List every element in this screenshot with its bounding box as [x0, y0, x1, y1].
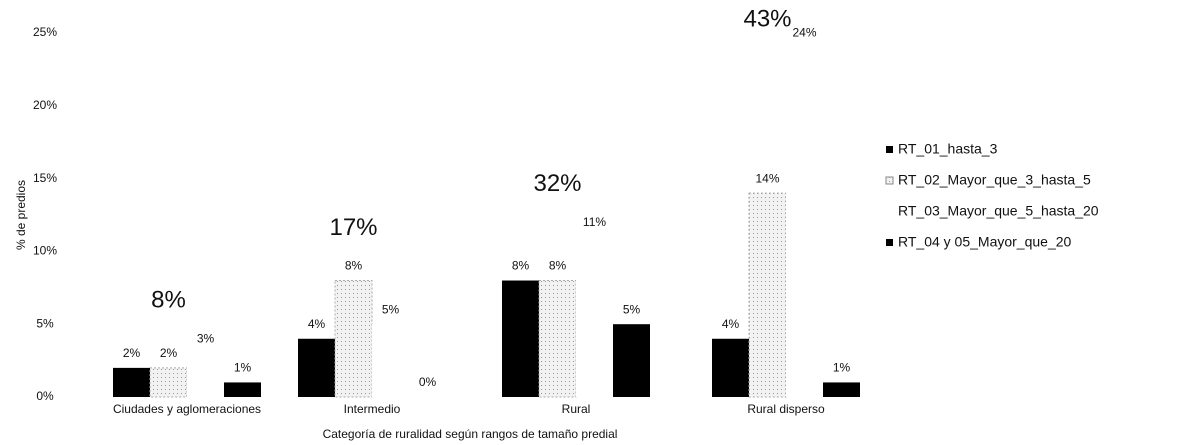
y-tick-label: 25% [33, 25, 57, 39]
bar [298, 338, 335, 397]
data-label: 24% [792, 26, 816, 40]
bar [786, 47, 823, 398]
total-label: 43% [743, 5, 791, 32]
data-label: 8% [345, 259, 363, 273]
total-label: 32% [533, 170, 581, 197]
data-label: 11% [583, 215, 606, 229]
data-label: 5% [623, 302, 641, 316]
y-tick-label: 20% [33, 98, 57, 112]
legend-swatch [886, 146, 893, 153]
legend-swatch [886, 239, 893, 246]
bar [334, 280, 373, 398]
data-label: 8% [549, 259, 567, 273]
bar [748, 192, 787, 398]
data-label: 0% [419, 375, 437, 389]
y-axis-title: % de predios [14, 180, 28, 250]
bar [187, 353, 224, 397]
legend-label: RT_01_hasta_3 [898, 141, 998, 157]
x-tick-label: Rural [562, 402, 591, 416]
x-tick-label: Ciudades y aglomeraciones [113, 402, 261, 416]
x-tick-label: Rural disperso [747, 402, 825, 416]
legend-swatch [885, 176, 894, 185]
bar [224, 382, 261, 397]
bar [372, 324, 409, 397]
data-label: 5% [382, 302, 400, 316]
data-label: 2% [123, 346, 141, 360]
data-label: 14% [755, 171, 779, 185]
bar [149, 367, 188, 398]
x-axis-title: Categoría de ruralidad según rangos de t… [323, 427, 618, 441]
bar [613, 324, 650, 397]
total-label: 17% [329, 214, 377, 241]
y-tick-label: 5% [36, 316, 54, 330]
data-label: 2% [160, 346, 178, 360]
legend-label: RT_04 y 05_Mayor_que_20 [898, 234, 1072, 250]
y-tick-label: 0% [36, 389, 54, 403]
total-label: 8% [151, 287, 186, 314]
data-label: 4% [722, 317, 740, 331]
bar [113, 367, 150, 397]
y-tick-label: 10% [33, 244, 57, 258]
x-tick-label: Intermedio [344, 402, 401, 416]
data-label: 1% [234, 361, 252, 375]
bar [712, 338, 749, 397]
bar [502, 280, 539, 397]
data-label: 8% [512, 259, 530, 273]
legend-label: RT_02_Mayor_que_3_hasta_5 [898, 172, 1091, 188]
bar [823, 382, 860, 397]
bar [576, 236, 613, 397]
bar [538, 280, 577, 398]
data-label: 3% [197, 331, 215, 345]
y-tick-label: 15% [33, 171, 57, 185]
data-label: 4% [308, 317, 326, 331]
data-label: 1% [833, 361, 851, 375]
legend-label: RT_03_Mayor_que_5_hasta_20 [898, 203, 1099, 219]
